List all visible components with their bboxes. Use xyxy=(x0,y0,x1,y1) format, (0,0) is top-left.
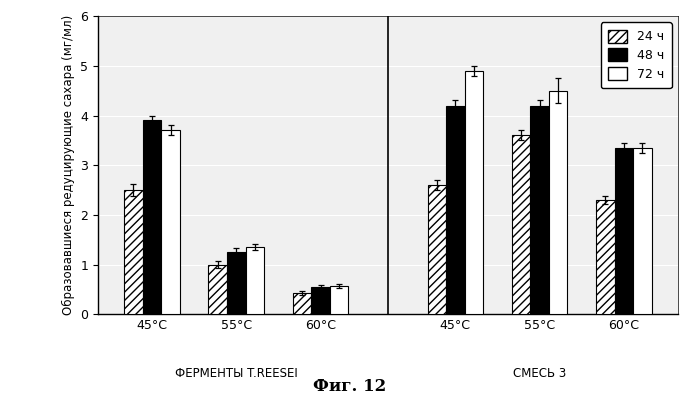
Bar xyxy=(208,265,227,314)
Bar xyxy=(161,131,180,314)
Bar xyxy=(311,287,330,314)
Text: ФЕРМЕНТЫ T.REESEI: ФЕРМЕНТЫ T.REESEI xyxy=(175,367,298,380)
Bar xyxy=(428,185,446,314)
Bar xyxy=(633,148,651,314)
Bar xyxy=(596,200,614,314)
Bar xyxy=(446,106,465,314)
Bar xyxy=(465,71,483,314)
Bar xyxy=(293,293,311,314)
Bar xyxy=(531,106,549,314)
Legend: 24 ч, 48 ч, 72 ч: 24 ч, 48 ч, 72 ч xyxy=(600,23,672,88)
Bar xyxy=(227,252,245,314)
Bar xyxy=(143,120,161,314)
Bar xyxy=(124,190,143,314)
Bar xyxy=(330,285,348,314)
Bar xyxy=(245,247,264,314)
Y-axis label: Образовавшиеся редуцирующие сахара (мг/мл): Образовавшиеся редуцирующие сахара (мг/м… xyxy=(62,15,75,316)
Bar xyxy=(512,135,531,314)
Bar xyxy=(614,148,633,314)
Text: СМЕСЬ 3: СМЕСЬ 3 xyxy=(513,367,566,380)
Bar xyxy=(549,91,568,314)
Text: Фиг. 12: Фиг. 12 xyxy=(313,378,386,395)
